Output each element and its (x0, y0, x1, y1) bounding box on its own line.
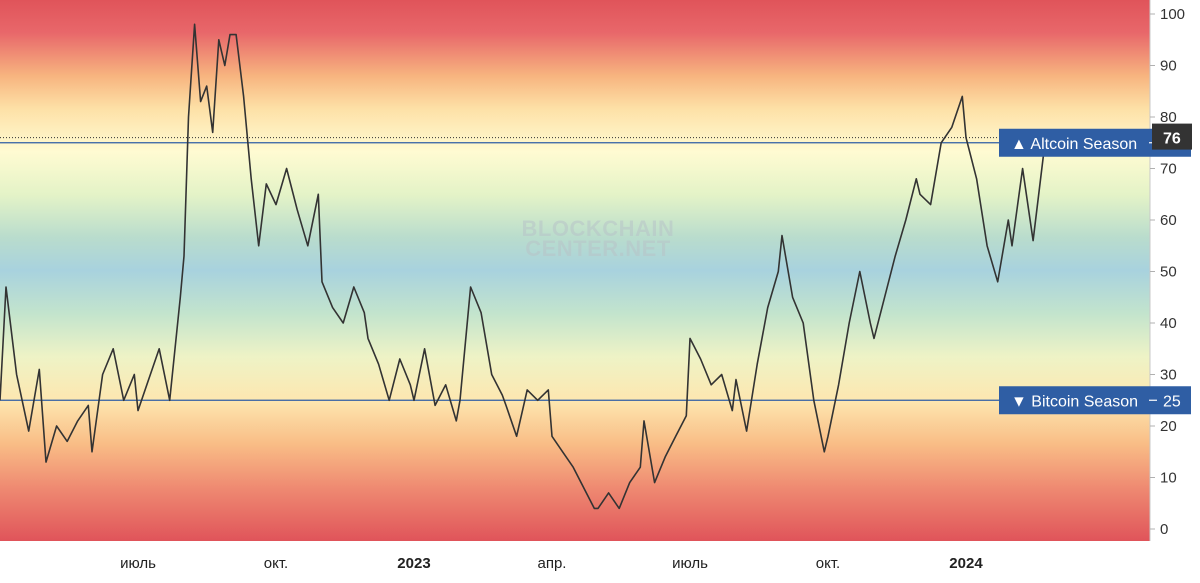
y-axis-panel (1150, 0, 1200, 541)
x-tick-label: 2024 (949, 555, 983, 572)
series-group (0, 23, 1055, 510)
x-tick-label: июль (120, 555, 156, 572)
y-tick-label: 100 (1160, 6, 1185, 23)
y-tick-label: 10 (1160, 470, 1177, 487)
y-tick-label: 40 (1160, 315, 1177, 332)
y-tick-label: 0 (1160, 521, 1168, 538)
y-tick-label: 70 (1160, 161, 1177, 178)
x-tick-label: окт. (264, 555, 288, 572)
watermark-text: BLOCKCHAIN (522, 216, 675, 241)
reference-tag-label: ▲ Altcoin Season (1011, 136, 1137, 153)
y-tick-label: 80 (1160, 109, 1177, 126)
x-tick-label: июль (672, 555, 708, 572)
reference-tag-value: 25 (1163, 393, 1181, 410)
x-tick-label: апр. (538, 555, 567, 572)
y-tick-label: 20 (1160, 418, 1177, 435)
last-value-label: 76 (1163, 131, 1181, 148)
y-tick-label: 30 (1160, 367, 1177, 384)
x-tick-label: 2023 (397, 555, 430, 572)
watermark-text: CENTER.NET (525, 236, 671, 261)
y-tick-label: 50 (1160, 264, 1177, 281)
series-line (0, 23, 1055, 510)
last-value-tag (1152, 123, 1192, 150)
x-tick-label: окт. (816, 555, 840, 572)
x-axis-ticks: июль окт. 2023 апр. июль окт. 2024 (120, 555, 983, 572)
x-axis-panel (0, 541, 1200, 583)
plot-background (0, 0, 1150, 541)
y-tick-label: 90 (1160, 58, 1177, 75)
y-axis-ticks: 0 10 20 30 40 50 60 70 80 90 100 (1150, 6, 1185, 538)
reference-tag (999, 386, 1191, 415)
y-tick-label: 60 (1160, 212, 1177, 229)
reference-lines (0, 137, 1150, 401)
reference-tag-label: ▼ Bitcoin Season (1011, 393, 1138, 410)
